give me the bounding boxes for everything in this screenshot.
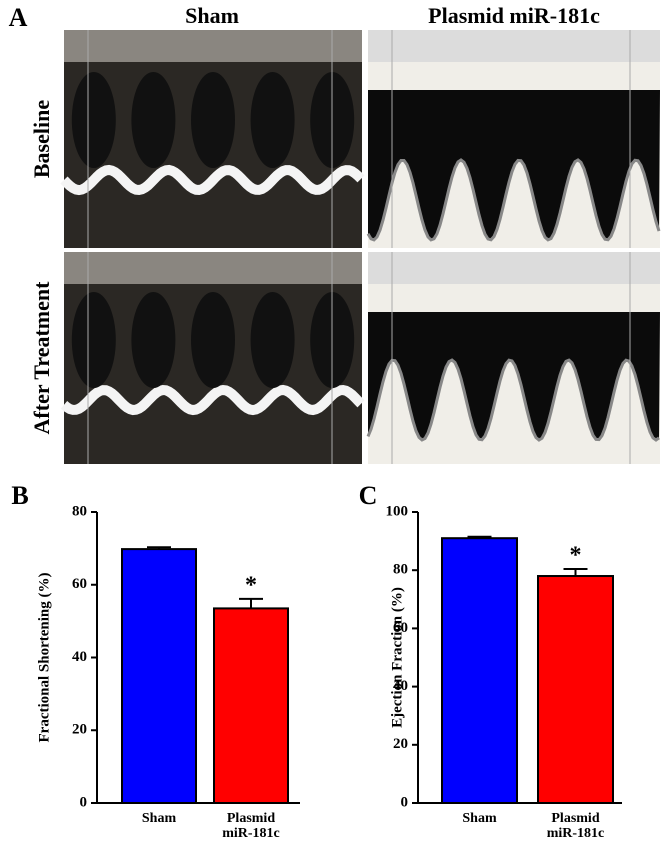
x-tick-label: Plasmid miR-181c (222, 811, 280, 841)
y-axis-label: Fractional Shortening (%) (36, 573, 52, 743)
y-tick-label: 0 (401, 794, 409, 810)
echo-blood (368, 312, 660, 440)
y-axis-label: Ejection Fraction (%) (389, 587, 405, 728)
x-tick-label: Sham (141, 811, 177, 826)
echo-cavity (250, 292, 295, 388)
echo-wave (60, 384, 365, 416)
x-tick-label: Plasmid miR-181c (546, 811, 605, 841)
echo-top (64, 30, 362, 62)
significance-mark: * (245, 572, 257, 598)
echo-cavity (71, 292, 116, 388)
echo-cavity (71, 72, 116, 168)
significance-mark: * (570, 543, 582, 569)
y-tick-label: 20 (72, 722, 87, 738)
bar (537, 575, 614, 805)
column-label: Sham (185, 3, 239, 28)
echo-cavity (250, 72, 295, 168)
y-tick-label: 40 (393, 678, 408, 694)
echo-wave (60, 164, 365, 196)
bar (441, 537, 518, 804)
y-tick-label: 40 (72, 649, 87, 665)
bar (213, 607, 289, 804)
x-tick-label: Sham (462, 811, 497, 826)
echo-wall (366, 158, 661, 242)
echo-top (368, 252, 660, 284)
echo-cavity (191, 72, 235, 168)
panel-label: C (359, 481, 378, 510)
y-tick-label: 80 (72, 503, 87, 519)
y-tick-label: 0 (80, 794, 88, 810)
panel-label: A (9, 3, 28, 32)
y-tick-label: 60 (72, 576, 87, 592)
row-label: After Treatment (29, 281, 54, 435)
y-tick-label: 60 (393, 620, 408, 636)
echo-cavity (131, 292, 176, 388)
panel-label: B (11, 481, 28, 510)
echo-top (64, 252, 362, 284)
echo-cavity (131, 72, 176, 168)
y-tick-label: 80 (393, 562, 408, 578)
echo-cavity (191, 292, 235, 388)
echo-top (368, 30, 660, 62)
column-label: Plasmid miR-181c (428, 3, 600, 28)
echo-wall (366, 358, 660, 442)
bar (121, 548, 197, 804)
y-tick-label: 100 (386, 503, 409, 519)
y-tick-label: 20 (393, 736, 408, 752)
row-label: Baseline (29, 100, 54, 178)
